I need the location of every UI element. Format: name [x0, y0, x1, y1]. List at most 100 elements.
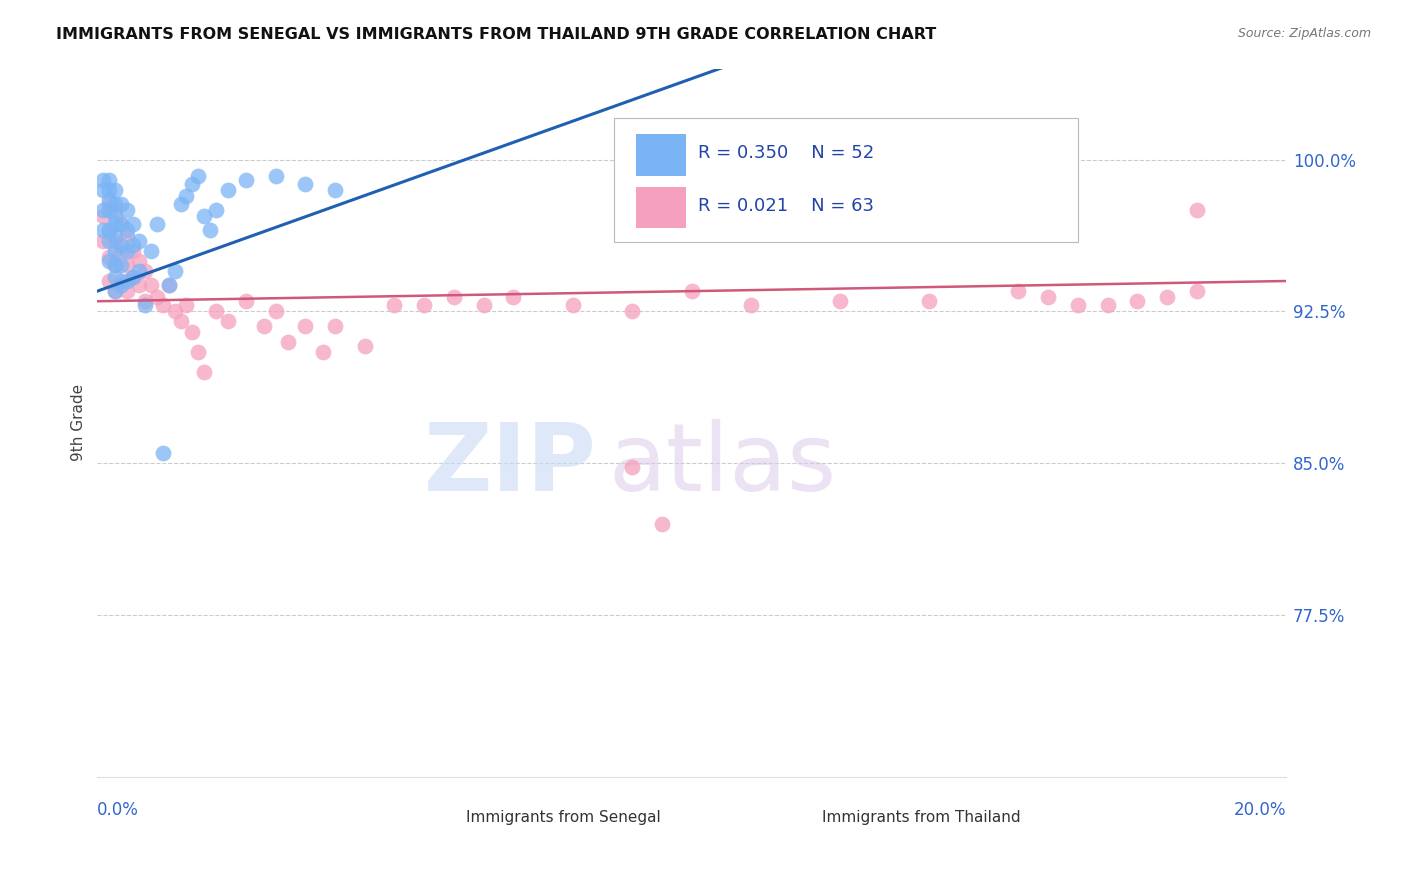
Point [110, 218, 132, 232]
Point [176, 189, 198, 203]
Point [176, 298, 198, 312]
Point [146, 218, 169, 232]
Point [91, 209, 114, 223]
Text: ZIP: ZIP [423, 419, 596, 511]
Point [217, 183, 239, 197]
Point [104, 218, 127, 232]
Point [276, 334, 298, 349]
Point [122, 218, 145, 232]
Point [91, 234, 114, 248]
Point [169, 314, 191, 328]
Point [98, 250, 121, 264]
Point [115, 284, 138, 298]
Point [1185, 284, 1208, 298]
Point [104, 229, 127, 244]
Point [443, 290, 465, 304]
Point [122, 269, 145, 284]
Text: R = 0.021    N = 63: R = 0.021 N = 63 [697, 197, 873, 215]
Point [104, 234, 127, 248]
Point [128, 253, 150, 268]
Point [235, 173, 257, 187]
Text: IMMIGRANTS FROM SENEGAL VS IMMIGRANTS FROM THAILAND 9TH GRADE CORRELATION CHART: IMMIGRANTS FROM SENEGAL VS IMMIGRANTS FR… [56, 27, 936, 42]
Point [115, 244, 138, 258]
Point [115, 274, 138, 288]
Point [139, 278, 162, 293]
Point [134, 298, 156, 312]
Point [104, 209, 127, 223]
Point [200, 223, 222, 237]
Point [561, 298, 583, 312]
FancyBboxPatch shape [636, 134, 686, 176]
Text: Source: ZipAtlas.com: Source: ZipAtlas.com [1237, 27, 1371, 40]
Point [104, 197, 127, 211]
Point [104, 258, 127, 272]
Point [1097, 298, 1119, 312]
Y-axis label: 9th Grade: 9th Grade [72, 384, 86, 461]
Point [830, 294, 852, 309]
Point [91, 223, 114, 237]
Point [98, 223, 121, 237]
Point [1156, 290, 1178, 304]
Point [264, 169, 287, 183]
Point [323, 183, 346, 197]
Point [294, 177, 316, 191]
Point [110, 274, 132, 288]
Point [312, 344, 335, 359]
Point [353, 339, 375, 353]
Point [110, 258, 132, 272]
FancyBboxPatch shape [786, 805, 814, 827]
Point [128, 264, 150, 278]
Point [122, 244, 145, 258]
Point [122, 269, 145, 284]
Point [98, 223, 121, 237]
Point [169, 197, 191, 211]
Point [157, 278, 180, 293]
Point [104, 244, 127, 258]
Point [413, 298, 436, 312]
Point [294, 318, 316, 333]
Text: Immigrants from Thailand: Immigrants from Thailand [823, 810, 1021, 825]
FancyBboxPatch shape [636, 186, 686, 228]
Point [205, 304, 228, 318]
Text: Immigrants from Senegal: Immigrants from Senegal [465, 810, 661, 825]
Point [104, 258, 127, 272]
Point [110, 218, 132, 232]
Point [502, 290, 524, 304]
Point [104, 284, 127, 298]
Point [110, 244, 132, 258]
Point [122, 237, 145, 252]
Point [217, 314, 239, 328]
Point [181, 177, 204, 191]
Point [98, 173, 121, 187]
Point [740, 298, 762, 312]
Point [264, 304, 287, 318]
FancyBboxPatch shape [429, 805, 457, 827]
Point [115, 258, 138, 272]
Point [1007, 284, 1029, 298]
Point [157, 278, 180, 293]
Point [152, 446, 174, 460]
Point [193, 209, 215, 223]
Point [152, 298, 174, 312]
Point [205, 203, 228, 218]
Point [384, 298, 406, 312]
Point [91, 173, 114, 187]
Point [98, 193, 121, 207]
Point [110, 197, 132, 211]
Point [104, 284, 127, 298]
Point [1126, 294, 1149, 309]
Point [146, 290, 169, 304]
Point [91, 203, 114, 218]
Point [187, 169, 209, 183]
Point [128, 278, 150, 293]
Point [91, 183, 114, 197]
Point [134, 294, 156, 309]
Point [110, 278, 132, 293]
Point [1038, 290, 1060, 304]
Point [621, 460, 644, 475]
Text: 20.0%: 20.0% [1233, 801, 1286, 819]
Point [187, 344, 209, 359]
Point [681, 284, 703, 298]
Point [472, 298, 495, 312]
Point [235, 294, 257, 309]
